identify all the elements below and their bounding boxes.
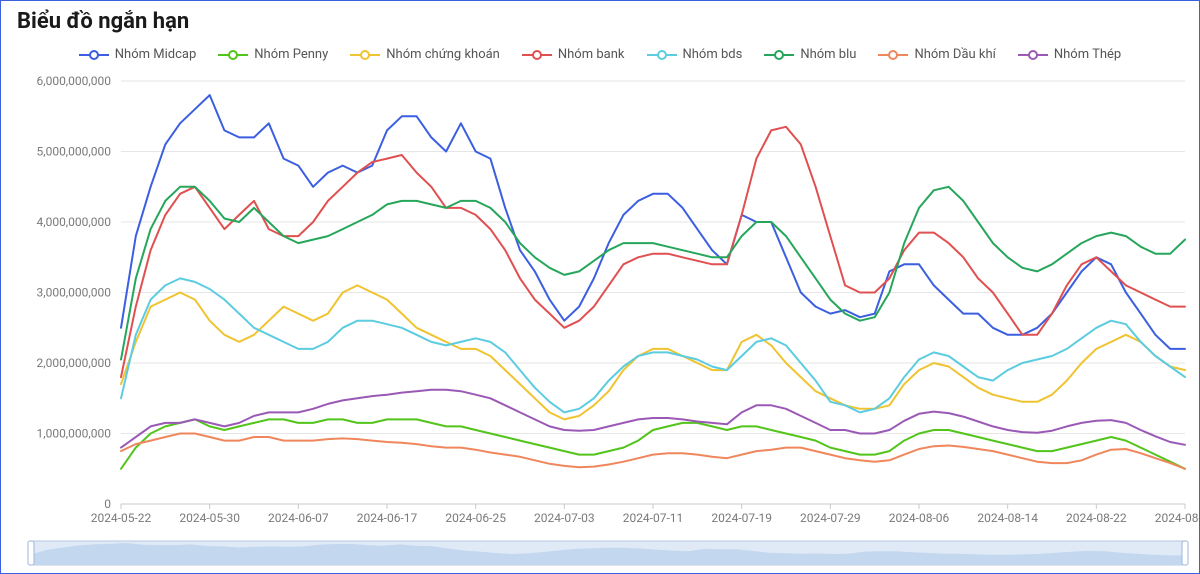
x-tick-label: 2024-08-30 — [1155, 511, 1200, 525]
x-tick-label: 2024-07-11 — [623, 511, 684, 525]
x-tick-label: 2024-06-07 — [268, 511, 329, 525]
x-tick-label: 2024-06-17 — [357, 511, 418, 525]
series-line — [121, 419, 1185, 468]
series-line — [121, 278, 1185, 412]
x-tick-label: 2024-07-29 — [800, 511, 861, 525]
range-handle-right[interactable] — [1182, 541, 1188, 565]
series-line — [121, 434, 1185, 469]
y-tick-label: 6,000,000,000 — [36, 74, 111, 88]
range-handle-left[interactable] — [28, 541, 34, 565]
x-tick-label: 2024-06-25 — [445, 511, 506, 525]
x-tick-label: 2024-08-22 — [1066, 511, 1127, 525]
y-tick-label: 4,000,000,000 — [36, 215, 111, 229]
y-tick-label: 1,000,000,000 — [36, 427, 111, 441]
line-chart: 0 1,000,000,000 2,000,000,000 3,000,000,000… — [1, 1, 1200, 574]
chart-container: Biểu đồ ngắn hạn Nhóm MidcapNhóm PennyNh… — [0, 0, 1200, 574]
x-tick-label: 2024-08-06 — [889, 511, 950, 525]
x-tick-label: 2024-08-14 — [977, 511, 1038, 525]
x-tick-label: 2024-07-19 — [711, 511, 772, 525]
x-tick-label: 2024-05-22 — [91, 511, 152, 525]
y-tick-label: 0 — [104, 497, 111, 511]
y-tick-label: 3,000,000,000 — [36, 286, 111, 300]
x-tick-label: 2024-05-30 — [179, 511, 240, 525]
x-tick-label: 2024-07-03 — [534, 511, 595, 525]
y-tick-label: 2,000,000,000 — [36, 356, 111, 370]
y-tick-label: 5,000,000,000 — [36, 145, 111, 159]
